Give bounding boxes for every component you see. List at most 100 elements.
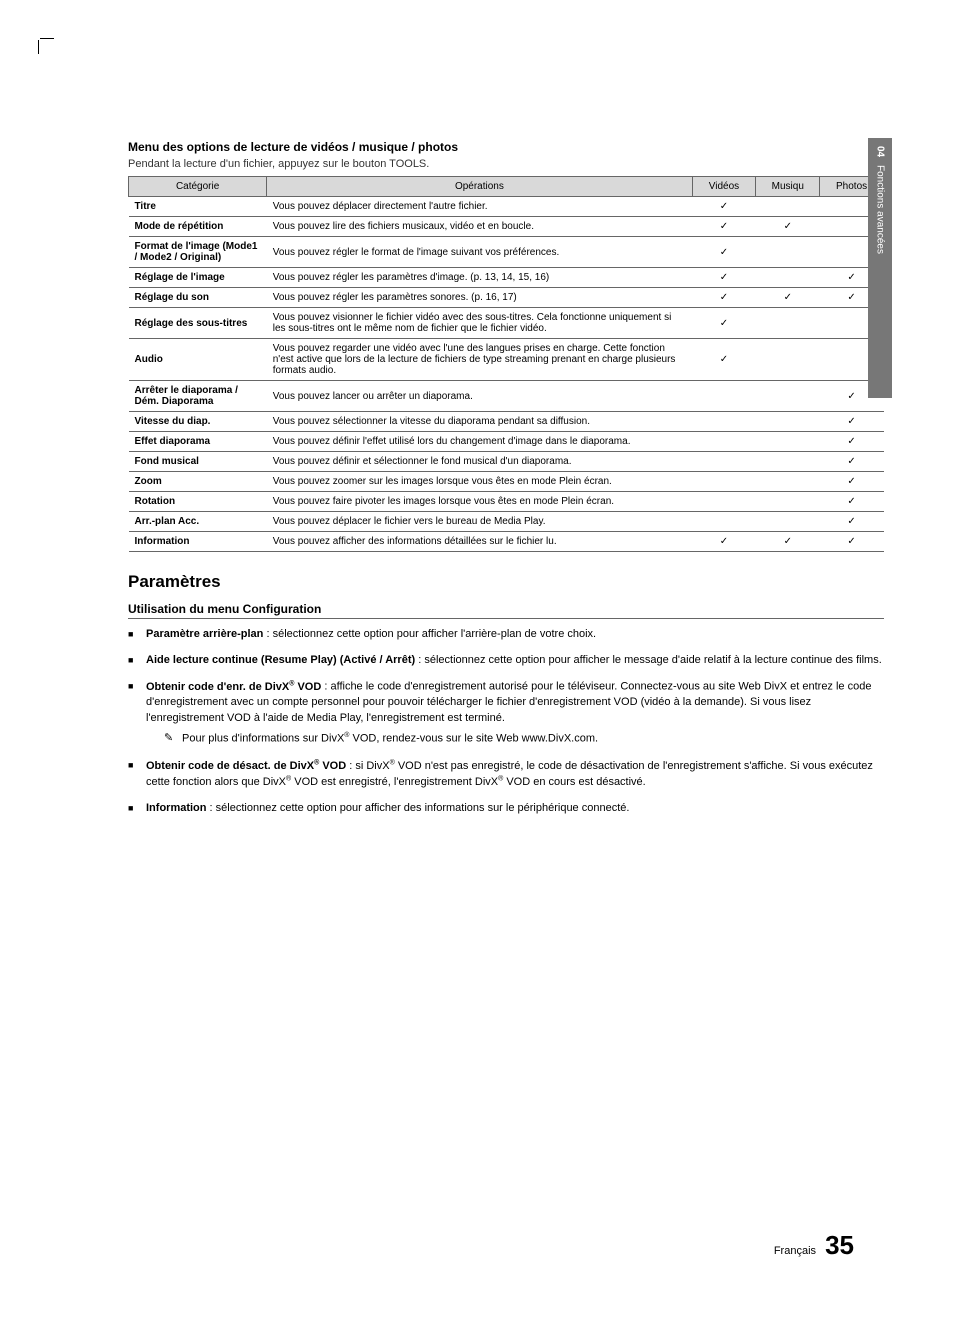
row-videos-check <box>692 432 756 452</box>
row-videos-check <box>692 381 756 412</box>
row-music-check <box>756 472 820 492</box>
chapter-label: Fonctions avancées <box>875 165 886 254</box>
row-music-check <box>756 452 820 472</box>
config-item-title: Paramètre arrière-plan <box>146 628 263 640</box>
row-music-check <box>756 237 820 268</box>
config-item: Information : sélectionnez cette option … <box>128 801 884 817</box>
row-category: Fond musical <box>129 452 267 472</box>
table-row: Arr.-plan Acc.Vous pouvez déplacer le fi… <box>129 512 884 532</box>
parameters-heading: Paramètres <box>128 572 884 592</box>
row-photos-check: ✓ <box>820 452 884 472</box>
row-photos-check: ✓ <box>820 492 884 512</box>
row-operation: Vous pouvez sélectionner la vitesse du d… <box>267 412 692 432</box>
table-row: Fond musicalVous pouvez définir et sélec… <box>129 452 884 472</box>
row-music-check: ✓ <box>756 532 820 552</box>
chapter-number: 04 <box>875 146 886 157</box>
row-operation: Vous pouvez visionner le fichier vidéo a… <box>267 308 692 339</box>
row-videos-check <box>692 472 756 492</box>
row-photos-check: ✓ <box>820 412 884 432</box>
row-videos-check <box>692 492 756 512</box>
row-category: Réglage des sous-titres <box>129 308 267 339</box>
crop-mark-tl <box>38 40 39 54</box>
row-videos-check: ✓ <box>692 288 756 308</box>
row-videos-check <box>692 412 756 432</box>
row-music-check <box>756 412 820 432</box>
row-operation: Vous pouvez définir l'effet utilisé lors… <box>267 432 692 452</box>
row-videos-check: ✓ <box>692 532 756 552</box>
section-title: Menu des options de lecture de vidéos / … <box>128 140 884 154</box>
row-operation: Vous pouvez régler les paramètres sonore… <box>267 288 692 308</box>
row-operation: Vous pouvez régler le format de l'image … <box>267 237 692 268</box>
config-item: Obtenir code d'enr. de DivX® VOD : affic… <box>128 679 884 748</box>
row-videos-check: ✓ <box>692 268 756 288</box>
row-category: Vitesse du diap. <box>129 412 267 432</box>
row-category: Arr.-plan Acc. <box>129 512 267 532</box>
table-row: Mode de répétitionVous pouvez lire des f… <box>129 217 884 237</box>
footer-page-number: 35 <box>825 1230 854 1260</box>
col-music: Musiqu <box>756 177 820 197</box>
row-videos-check: ✓ <box>692 339 756 381</box>
config-item: Obtenir code de désact. de DivX® VOD : s… <box>128 758 884 791</box>
row-category: Information <box>129 532 267 552</box>
side-chapter-tab: 04 Fonctions avancées <box>868 138 892 398</box>
row-category: Zoom <box>129 472 267 492</box>
config-item-note: Pour plus d'informations sur DivX® VOD, … <box>146 731 884 748</box>
row-music-check <box>756 308 820 339</box>
table-row: Réglage de l'imageVous pouvez régler les… <box>129 268 884 288</box>
table-row: Vitesse du diap.Vous pouvez sélectionner… <box>129 412 884 432</box>
row-videos-check <box>692 512 756 532</box>
table-row: RotationVous pouvez faire pivoter les im… <box>129 492 884 512</box>
config-item-title: Aide lecture continue (Resume Play) (Act… <box>146 654 415 666</box>
row-photos-check: ✓ <box>820 512 884 532</box>
row-music-check <box>756 339 820 381</box>
row-category: Arrêter le diaporama / Dém. Diaporama <box>129 381 267 412</box>
config-item-text: : sélectionnez cette option pour affiche… <box>263 628 596 640</box>
row-music-check <box>756 432 820 452</box>
row-photos-check: ✓ <box>820 472 884 492</box>
config-menu-title: Utilisation du menu Configuration <box>128 602 884 619</box>
row-operation: Vous pouvez déplacer le fichier vers le … <box>267 512 692 532</box>
config-list: Paramètre arrière-plan : sélectionnez ce… <box>128 627 884 817</box>
col-category: Catégorie <box>129 177 267 197</box>
row-operation: Vous pouvez définir et sélectionner le f… <box>267 452 692 472</box>
row-music-check <box>756 268 820 288</box>
row-music-check: ✓ <box>756 288 820 308</box>
row-music-check <box>756 512 820 532</box>
config-item-title: Obtenir code d'enr. de DivX® VOD <box>146 681 321 693</box>
config-item-text: : sélectionnez cette option pour affiche… <box>415 654 882 666</box>
row-operation: Vous pouvez déplacer directement l'autre… <box>267 197 692 217</box>
row-videos-check: ✓ <box>692 308 756 339</box>
row-operation: Vous pouvez afficher des informations dé… <box>267 532 692 552</box>
footer-language: Français <box>774 1245 816 1257</box>
config-item-text: : sélectionnez cette option pour affiche… <box>207 802 630 814</box>
row-operation: Vous pouvez faire pivoter les images lor… <box>267 492 692 512</box>
config-item-title: Information <box>146 802 207 814</box>
table-row: Format de l'image (Mode1 / Mode2 / Origi… <box>129 237 884 268</box>
page-footer: Français 35 <box>774 1230 854 1261</box>
table-row: Effet diaporamaVous pouvez définir l'eff… <box>129 432 884 452</box>
row-music-check <box>756 492 820 512</box>
row-operation: Vous pouvez zoomer sur les images lorsqu… <box>267 472 692 492</box>
crop-mark-tl-h <box>40 38 54 39</box>
row-category: Titre <box>129 197 267 217</box>
col-operations: Opérations <box>267 177 692 197</box>
config-item-title: Obtenir code de désact. de DivX® VOD <box>146 760 346 772</box>
row-operation: Vous pouvez regarder une vidéo avec l'un… <box>267 339 692 381</box>
row-videos-check: ✓ <box>692 217 756 237</box>
config-item: Paramètre arrière-plan : sélectionnez ce… <box>128 627 884 643</box>
row-music-check <box>756 381 820 412</box>
row-category: Effet diaporama <box>129 432 267 452</box>
row-category: Réglage du son <box>129 288 267 308</box>
config-item: Aide lecture continue (Resume Play) (Act… <box>128 653 884 669</box>
table-row: Arrêter le diaporama / Dém. DiaporamaVou… <box>129 381 884 412</box>
row-videos-check: ✓ <box>692 197 756 217</box>
row-photos-check: ✓ <box>820 432 884 452</box>
row-category: Mode de répétition <box>129 217 267 237</box>
row-videos-check <box>692 452 756 472</box>
row-operation: Vous pouvez lancer ou arrêter un diapora… <box>267 381 692 412</box>
row-category: Réglage de l'image <box>129 268 267 288</box>
row-music-check: ✓ <box>756 217 820 237</box>
table-row: ZoomVous pouvez zoomer sur les images lo… <box>129 472 884 492</box>
row-category: Audio <box>129 339 267 381</box>
row-music-check <box>756 197 820 217</box>
